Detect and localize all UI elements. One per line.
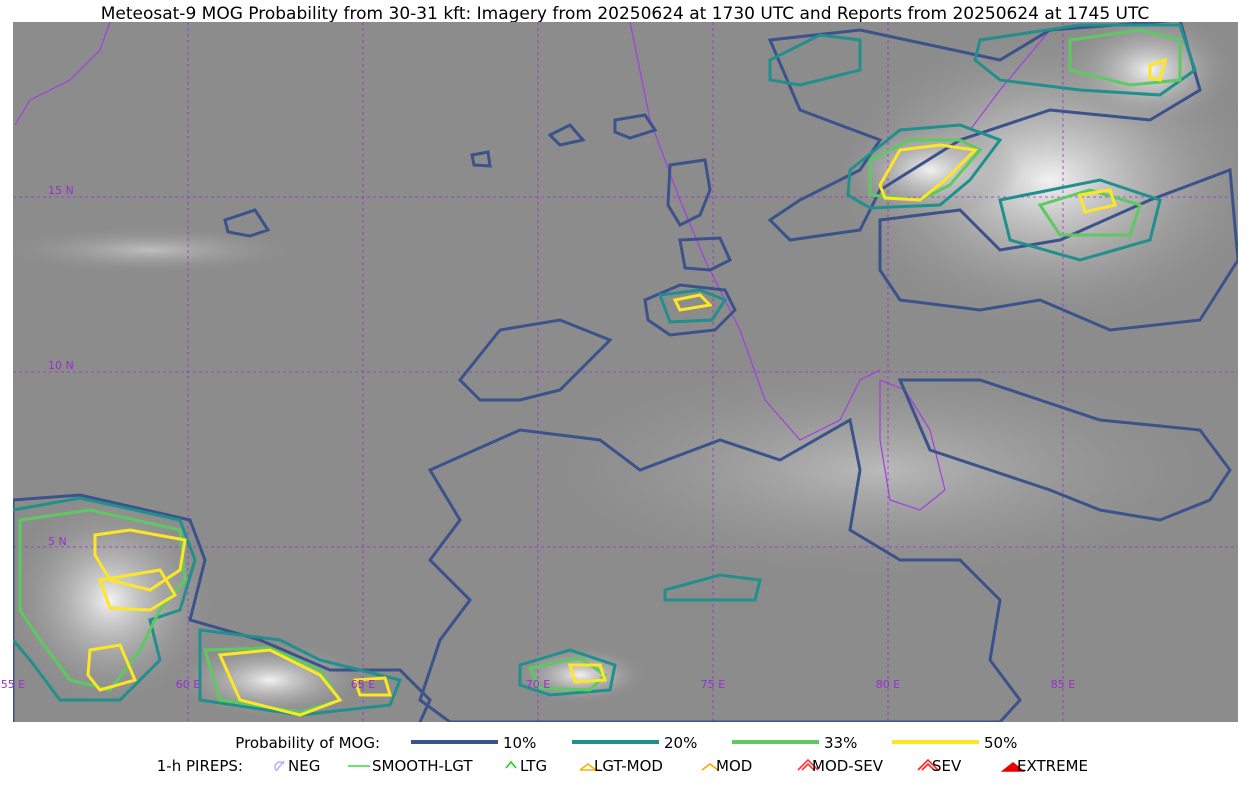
- lon-label: 55 E: [1, 678, 25, 691]
- legend-title: 1-h PIREPS:: [157, 757, 243, 775]
- lat-label: 15 N: [48, 184, 74, 197]
- lon-label: 75 E: [701, 678, 725, 691]
- legend-label: SEV: [932, 757, 962, 775]
- lat-label: 10 N: [48, 359, 74, 372]
- pirep-symbol: [1000, 761, 1026, 772]
- legend-label: 20%: [664, 734, 697, 752]
- pirep-symbol: [797, 758, 819, 771]
- legend-label: 10%: [503, 734, 536, 752]
- pirep-symbol: [579, 763, 600, 771]
- legend-label: SMOOTH-LGT: [372, 757, 473, 775]
- lon-label: 65 E: [351, 678, 375, 691]
- legend-label: LGT-MOD: [594, 757, 663, 775]
- legend-label: EXTREME: [1017, 757, 1088, 775]
- lon-label: 70 E: [526, 678, 550, 691]
- lon-label: 60 E: [176, 678, 200, 691]
- pirep-symbol: [917, 758, 939, 771]
- legend-label: 50%: [984, 734, 1017, 752]
- legend-label: LTG: [520, 757, 547, 775]
- contours: [13, 22, 1238, 722]
- legend-label: MOD: [716, 757, 752, 775]
- map: [13, 22, 1238, 722]
- lon-label: 85 E: [1051, 678, 1075, 691]
- legend-label: NEG: [288, 757, 320, 775]
- legend-label: 33%: [824, 734, 857, 752]
- legend-title: Probability of MOG:: [235, 734, 380, 752]
- pirep-symbol: [701, 763, 719, 771]
- lon-label: 80 E: [876, 678, 900, 691]
- pirep-symbol: [505, 760, 517, 769]
- title: Meteosat-9 MOG Probability from 30-31 kf…: [101, 4, 1150, 24]
- legend-label: MOD-SEV: [812, 757, 884, 775]
- pirep-symbol: [274, 760, 285, 772]
- lat-label: 5 N: [48, 535, 67, 548]
